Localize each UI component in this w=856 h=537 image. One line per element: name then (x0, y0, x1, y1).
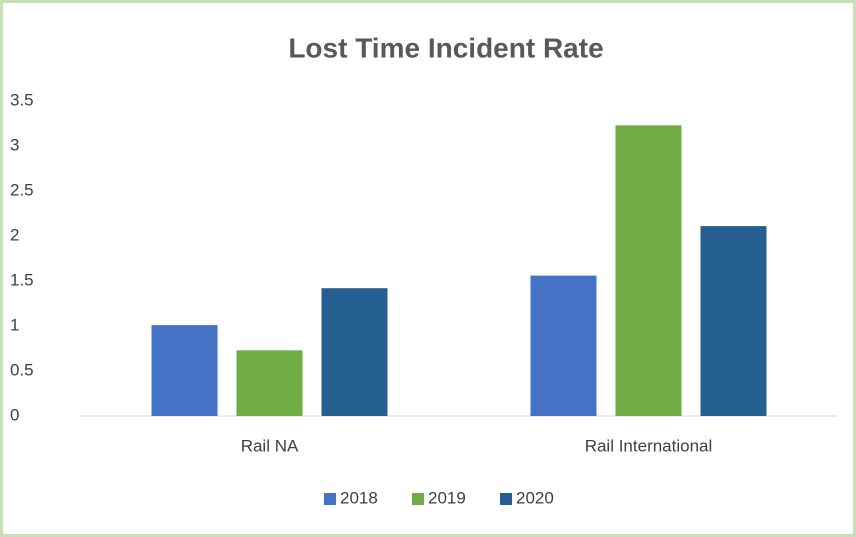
y-tick-label: 1 (10, 315, 19, 334)
bar (530, 275, 597, 416)
y-tick-label: 2.5 (10, 180, 34, 199)
bar (700, 226, 767, 416)
bar (321, 288, 388, 416)
y-tick-label: 0.5 (10, 360, 34, 379)
y-tick-label: 0 (10, 405, 19, 424)
bar (615, 125, 682, 417)
chart-title: Lost Time Incident Rate (288, 32, 603, 63)
y-tick-label: 3 (10, 135, 19, 154)
legend-swatch (324, 493, 336, 505)
legend-swatch (412, 493, 424, 505)
bar (151, 325, 218, 416)
y-tick-label: 2 (10, 225, 19, 244)
legend-swatch (500, 493, 512, 505)
y-tick-label: 1.5 (10, 270, 34, 289)
x-tick-label: Rail International (585, 436, 713, 455)
legend-label: 2020 (516, 488, 554, 507)
legend-label: 2019 (428, 488, 466, 507)
legend-label: 2018 (340, 488, 378, 507)
y-tick-label: 3.5 (10, 90, 34, 109)
bar (236, 350, 303, 416)
x-tick-label: Rail NA (241, 436, 299, 455)
